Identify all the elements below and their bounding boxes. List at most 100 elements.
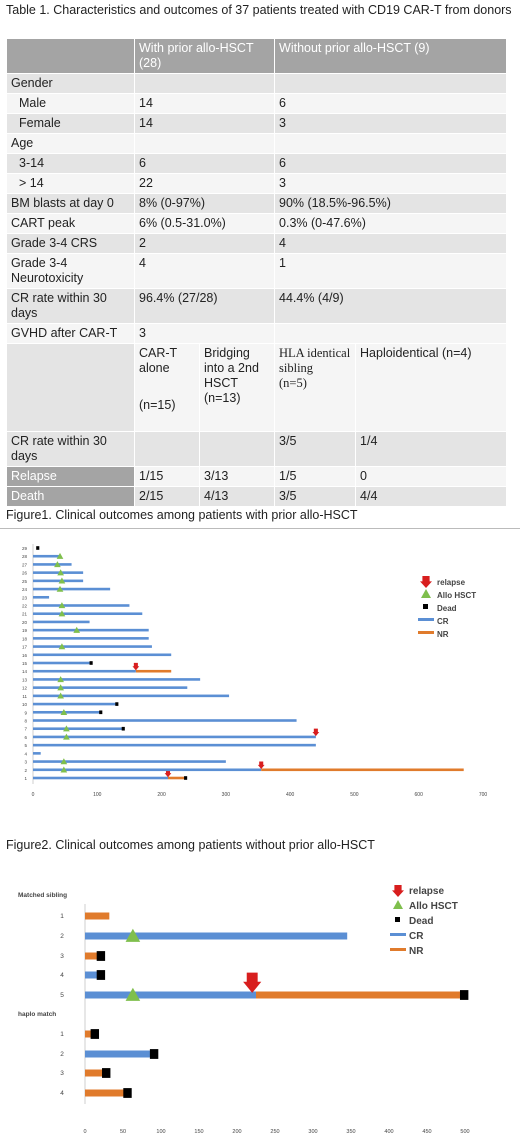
row-label-cr-rate: CR rate within 30 days: [6, 288, 135, 324]
row-label-age: Age: [6, 133, 135, 154]
dead-marker: [115, 702, 119, 706]
cell-death-a: 2/15: [134, 486, 200, 506]
dead-marker: [89, 661, 93, 665]
y-tick-label: 23: [22, 595, 28, 600]
allo-hsct-marker: [56, 585, 64, 592]
x-tick-label: 50: [120, 1129, 126, 1135]
cell-cr30b-c: 3/5: [274, 431, 356, 467]
legend-dead-icon: [423, 604, 428, 609]
y-tick-label: 6: [24, 735, 27, 740]
legend-relapse-icon: [392, 885, 404, 897]
legend-cr-icon: [390, 933, 406, 936]
group-label: haplo match: [18, 1011, 56, 1018]
row-label-death: Death: [6, 486, 135, 506]
x-tick-label: 700: [479, 792, 488, 798]
x-tick-label: 300: [308, 1129, 317, 1135]
y-tick-label: 4: [24, 751, 27, 756]
dead-marker: [96, 970, 106, 980]
x-tick-label: 400: [384, 1129, 393, 1135]
row-label-female: Female: [6, 113, 135, 134]
cell-death-d: 4/4: [355, 486, 506, 506]
cr-bar: [33, 661, 91, 665]
y-tick-label: 22: [22, 604, 28, 609]
y-tick-label: 1: [60, 913, 64, 920]
nr-bar: [85, 912, 110, 920]
cell-age2-with: 22: [133, 173, 275, 194]
allo-hsct-marker: [56, 552, 64, 559]
y-tick-label: 8: [24, 719, 27, 724]
y-tick-label: 3: [24, 760, 27, 765]
cr-bar: [33, 678, 201, 681]
x-tick-label: 500: [350, 792, 359, 798]
nr-bar: [261, 768, 464, 772]
cell-cr30b-d: 1/4: [355, 431, 506, 467]
y-tick-label: 3: [60, 953, 64, 960]
cr-bar: [33, 768, 262, 772]
cr-bar: [85, 971, 101, 979]
allo-hsct-marker: [57, 684, 64, 691]
y-tick-label: 2: [60, 933, 64, 940]
legend-allo-icon: [393, 900, 403, 909]
row-label-crs: Grade 3-4 CRS: [6, 233, 135, 254]
x-tick-label: 200: [232, 1129, 241, 1135]
y-tick-label: 3: [60, 1070, 64, 1077]
x-tick-label: 0: [32, 792, 35, 798]
dead-marker: [184, 776, 188, 780]
y-tick-label: 26: [22, 571, 28, 576]
cr-bar: [33, 702, 117, 706]
legend-allo-label: Allo HSCT: [409, 901, 458, 912]
cr-bar: [33, 727, 123, 731]
cr-bar: [33, 653, 172, 657]
relapse-arrow: [257, 761, 265, 770]
x-tick-label: 600: [415, 792, 424, 798]
y-tick-label: 20: [22, 620, 28, 625]
relapse-arrow: [243, 972, 262, 993]
legend-relapse-label: relapse: [409, 886, 444, 897]
cell-cart-without: 0.3% (0-47.6%): [274, 213, 506, 234]
allo-hsct-marker: [125, 928, 141, 942]
allo-hsct-marker: [60, 758, 68, 765]
figure1-caption: Figure1. Clinical outcomes among patient…: [6, 508, 358, 522]
y-tick-label: 25: [22, 579, 28, 584]
cell-relapse-a: 1/15: [134, 466, 200, 487]
y-tick-label: 1: [24, 776, 27, 781]
nr-bar: [85, 1089, 127, 1097]
legend-dead-label: Dead: [437, 604, 457, 613]
x-tick-label: 200: [157, 792, 166, 798]
y-tick-label: 2: [60, 1051, 64, 1058]
allo-hsct-marker: [60, 708, 68, 715]
legend-cr-label: CR: [409, 931, 424, 942]
dead-marker: [121, 726, 125, 731]
allo-hsct-marker: [57, 676, 64, 683]
legend-dead-icon: [395, 917, 400, 922]
cell-gvhd-with: 3: [133, 323, 275, 344]
nr-bar: [256, 991, 464, 999]
figure2-caption: Figure2. Clinical outcomes among patient…: [6, 838, 375, 852]
legend-allo-label: Allo HSCT: [437, 591, 476, 600]
sub-header-haploidentical: Haploidentical (n=4): [355, 343, 506, 432]
cr-bar: [33, 563, 72, 566]
cr-bar: [33, 620, 90, 624]
dead-marker: [90, 1029, 100, 1039]
y-tick-label: 12: [22, 686, 28, 691]
cr-bar: [33, 579, 84, 583]
cr-bar: [33, 554, 60, 558]
cr-bar: [33, 776, 168, 780]
cr-bar: [85, 1050, 154, 1058]
cell-relapse-c: 1/5: [274, 466, 356, 487]
allo-hsct-marker: [73, 626, 81, 633]
cr-bar: [33, 719, 297, 722]
cell-age2-without: 3: [274, 173, 506, 194]
figure1-chart: 0 100 200 300 400 500 600 700123456789101112131…: [22, 544, 488, 798]
y-tick-label: 7: [24, 727, 27, 732]
legend-nr-icon: [390, 948, 406, 951]
y-tick-label: 16: [22, 653, 28, 658]
table-title: Table 1. Characteristics and outcomes of…: [6, 3, 512, 17]
dead-marker: [96, 951, 106, 961]
dead-marker: [123, 1088, 132, 1098]
x-tick-label: 100: [93, 792, 102, 798]
cr-bar: [33, 612, 143, 616]
group-label: Matched sibling: [18, 892, 67, 899]
cell-crs-with: 2: [133, 233, 275, 254]
x-tick-label: 0: [83, 1129, 86, 1135]
